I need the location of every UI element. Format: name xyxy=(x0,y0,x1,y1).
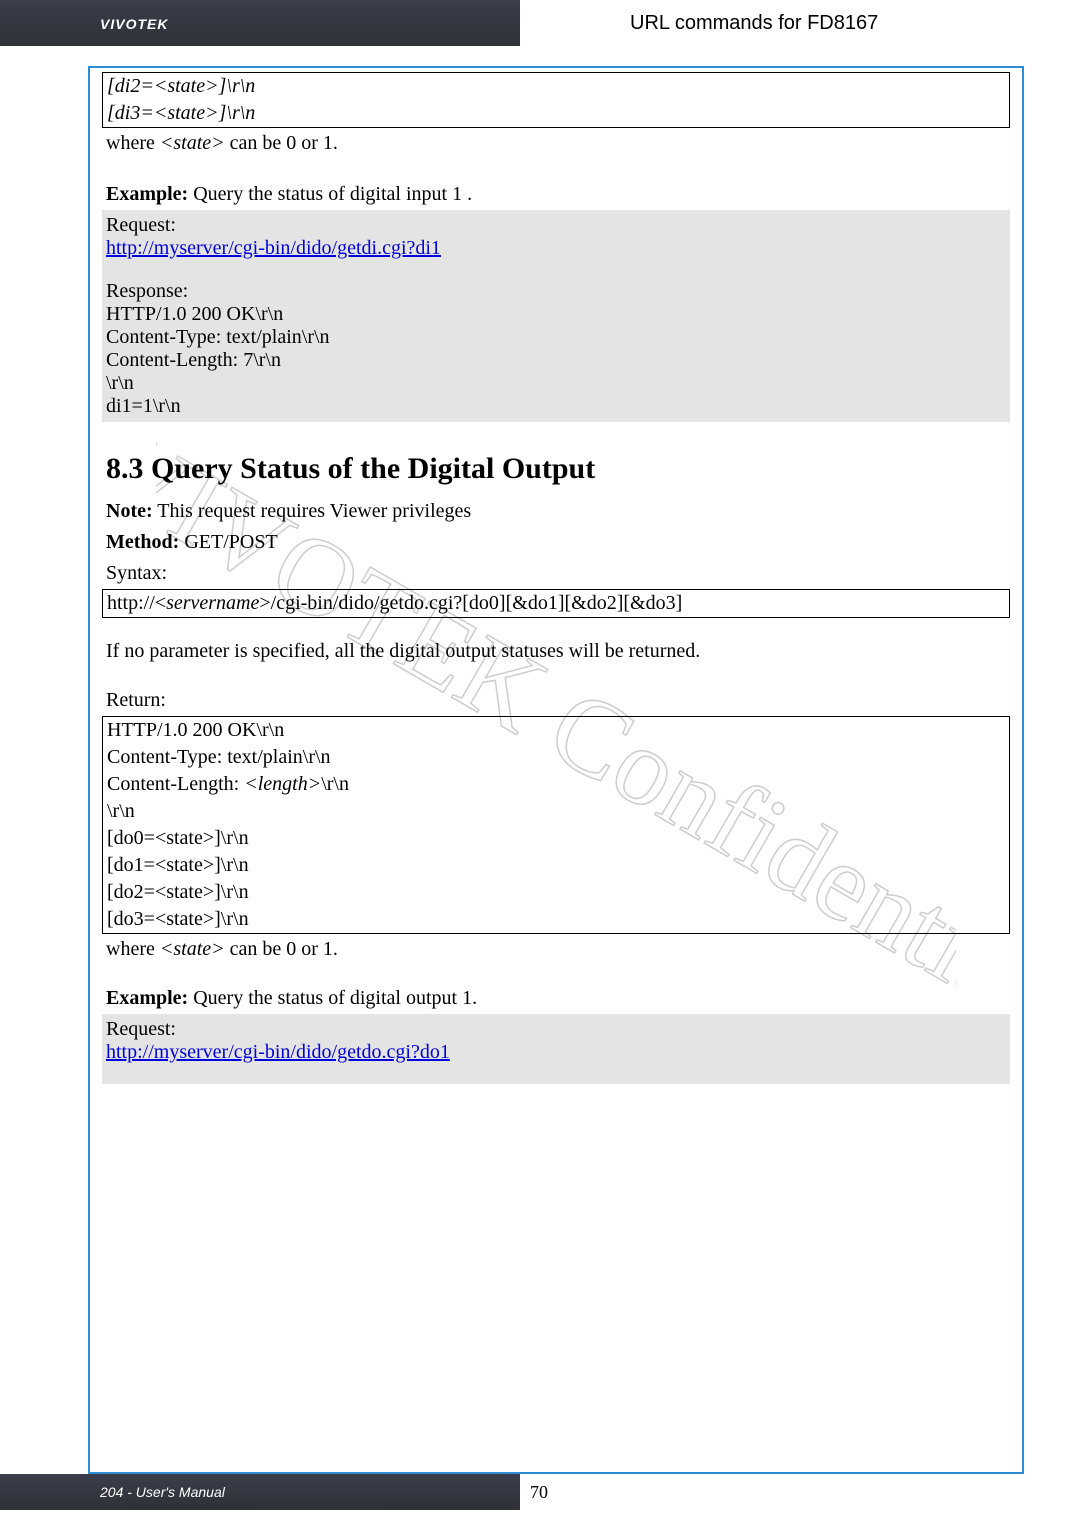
return-label: Return: xyxy=(102,685,1010,716)
di3-row: [di3=<state>]\r\n xyxy=(103,100,1009,127)
request-link[interactable]: http://myserver/cgi-bin/dido/getdi.cgi?d… xyxy=(106,237,441,259)
footer-left-text: 204 - User's Manual xyxy=(0,1474,520,1500)
note-text: This request requires Viewer privileges xyxy=(153,500,472,522)
example2-label: Example: xyxy=(106,987,188,1009)
page-footer: 204 - User's Manual 70 xyxy=(0,1474,1080,1510)
header-title: URL commands for FD8167 xyxy=(520,0,1080,35)
example1-text: Query the status of digital input 1 . xyxy=(188,183,472,205)
return-table: HTTP/1.0 200 OK\r\n Content-Type: text/p… xyxy=(102,716,1010,934)
where-state-text: where <state> can be 0 or 1. xyxy=(102,128,1010,159)
example1: Example: Query the status of digital inp… xyxy=(102,179,1010,210)
syntax-label: Syntax: xyxy=(102,558,1010,589)
return-l5: [do0=<state>]\r\n xyxy=(103,825,1009,852)
footer-left-bar: 204 - User's Manual xyxy=(0,1474,520,1510)
return-l8: [do3=<state>]\r\n xyxy=(103,906,1009,933)
return-l3-post: \r\n xyxy=(321,773,349,795)
return-l3-pre: Content-Length: xyxy=(107,773,244,795)
return-l2: Content-Type: text/plain\r\n xyxy=(103,744,1009,771)
syntax-url: http://<servername>/cgi-bin/dido/getdo.c… xyxy=(103,590,1009,617)
return-l3-len: <length> xyxy=(244,773,321,795)
header-left-bar: VIVOTEK xyxy=(0,0,520,46)
return-l4: \r\n xyxy=(103,798,1009,825)
return-l1: HTTP/1.0 200 OK\r\n xyxy=(103,717,1009,744)
request2-box: Request: http://myserver/cgi-bin/dido/ge… xyxy=(102,1014,1010,1084)
method-label: Method: xyxy=(106,531,179,553)
section-title: 8.3 Query Status of the Digital Output xyxy=(106,452,1006,486)
footer-right-bar: 70 xyxy=(520,1474,1080,1510)
example2-text: Query the status of digital output 1. xyxy=(188,987,477,1009)
request-label: Request: xyxy=(106,214,1006,237)
response-l5: di1=1\r\n xyxy=(106,395,1006,418)
example2: Example: Query the status of digital out… xyxy=(102,983,1010,1014)
page-frame: VIVOTEK Confidential [di2=<state>]\r\n [… xyxy=(88,66,1024,1474)
where-state2: where <state> can be 0 or 1. xyxy=(102,934,1010,965)
response-l1: HTTP/1.0 200 OK\r\n xyxy=(106,303,1006,326)
method-line: Method: GET/POST xyxy=(102,527,1010,558)
di2-row: [di2=<state>]\r\n xyxy=(103,73,1009,100)
return-l3: Content-Length: <length>\r\n xyxy=(103,771,1009,798)
note-label: Note: xyxy=(106,500,153,522)
response-l4: \r\n xyxy=(106,372,1006,395)
syntax-table: http://<servername>/cgi-bin/dido/getdo.c… xyxy=(102,589,1010,618)
example1-label: Example: xyxy=(106,183,188,205)
di-state-table: [di2=<state>]\r\n [di3=<state>]\r\n xyxy=(102,72,1010,128)
vivotek-logo: VIVOTEK xyxy=(0,0,520,32)
note-line: Note: This request requires Viewer privi… xyxy=(102,496,1010,527)
response-l2: Content-Type: text/plain\r\n xyxy=(106,326,1006,349)
response-label: Response: xyxy=(106,280,1006,303)
header-right-bar: URL commands for FD8167 xyxy=(520,0,1080,46)
footer-page-number: 70 xyxy=(520,1474,1080,1503)
if-no-param: If no parameter is specified, all the di… xyxy=(102,636,1010,667)
method-text: GET/POST xyxy=(179,531,277,553)
request-box: Request: http://myserver/cgi-bin/dido/ge… xyxy=(102,210,1010,422)
request2-label: Request: xyxy=(106,1018,1006,1041)
return-l7: [do2=<state>]\r\n xyxy=(103,879,1009,906)
return-l6: [do1=<state>]\r\n xyxy=(103,852,1009,879)
page-header: VIVOTEK URL commands for FD8167 xyxy=(0,0,1080,46)
response-l3: Content-Length: 7\r\n xyxy=(106,349,1006,372)
request2-link[interactable]: http://myserver/cgi-bin/dido/getdo.cgi?d… xyxy=(106,1041,450,1063)
